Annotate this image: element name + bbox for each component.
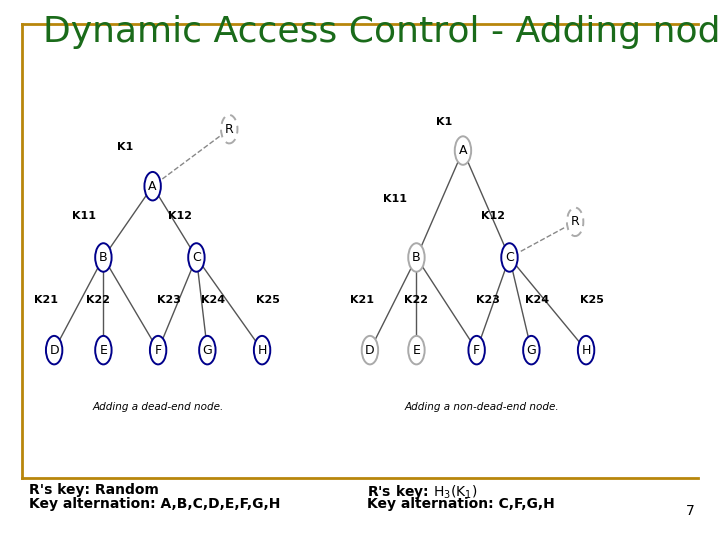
Ellipse shape bbox=[455, 136, 471, 165]
Text: A: A bbox=[459, 144, 467, 157]
Text: Key alternation: A,B,C,D,E,F,G,H: Key alternation: A,B,C,D,E,F,G,H bbox=[29, 497, 280, 511]
Text: K23: K23 bbox=[476, 295, 500, 305]
Text: F: F bbox=[473, 343, 480, 356]
Ellipse shape bbox=[408, 243, 425, 272]
Text: Adding a non-dead-end node.: Adding a non-dead-end node. bbox=[405, 402, 559, 412]
Text: F: F bbox=[155, 343, 162, 356]
Text: K25: K25 bbox=[580, 295, 603, 305]
Text: K11: K11 bbox=[382, 194, 407, 204]
Text: H: H bbox=[257, 343, 267, 356]
Text: E: E bbox=[99, 343, 107, 356]
Text: E: E bbox=[413, 343, 420, 356]
Ellipse shape bbox=[145, 172, 161, 200]
Ellipse shape bbox=[523, 336, 539, 364]
Text: H: H bbox=[581, 343, 591, 356]
Text: B: B bbox=[412, 251, 420, 264]
Text: R: R bbox=[571, 215, 580, 228]
Text: K11: K11 bbox=[72, 212, 96, 221]
Ellipse shape bbox=[150, 336, 166, 364]
Text: K12: K12 bbox=[481, 212, 505, 221]
Ellipse shape bbox=[188, 243, 204, 272]
Text: R's key: $\mathrm{H_3(K_1)}$: R's key: $\mathrm{H_3(K_1)}$ bbox=[367, 483, 478, 501]
Ellipse shape bbox=[578, 336, 594, 364]
Ellipse shape bbox=[469, 336, 485, 364]
Text: Adding a dead-end node.: Adding a dead-end node. bbox=[92, 402, 224, 412]
Text: Dynamic Access Control - Adding node: Dynamic Access Control - Adding node bbox=[43, 15, 720, 49]
Text: K25: K25 bbox=[256, 295, 279, 305]
Ellipse shape bbox=[408, 336, 425, 364]
Text: K24: K24 bbox=[201, 295, 225, 305]
Text: R's key: Random: R's key: Random bbox=[29, 483, 158, 497]
Ellipse shape bbox=[254, 336, 270, 364]
Text: K1: K1 bbox=[436, 117, 452, 127]
Ellipse shape bbox=[221, 115, 238, 144]
Ellipse shape bbox=[501, 243, 518, 272]
Text: K23: K23 bbox=[157, 295, 181, 305]
Text: K22: K22 bbox=[86, 295, 110, 305]
Text: G: G bbox=[202, 343, 212, 356]
Text: D: D bbox=[365, 343, 374, 356]
Text: C: C bbox=[505, 251, 514, 264]
Text: C: C bbox=[192, 251, 201, 264]
Ellipse shape bbox=[46, 336, 63, 364]
Text: Key alternation: C,F,G,H: Key alternation: C,F,G,H bbox=[367, 497, 555, 511]
Text: K21: K21 bbox=[350, 295, 374, 305]
Text: A: A bbox=[148, 180, 157, 193]
Text: K24: K24 bbox=[525, 295, 549, 305]
Ellipse shape bbox=[567, 207, 583, 236]
Ellipse shape bbox=[95, 336, 112, 364]
Ellipse shape bbox=[361, 336, 378, 364]
Ellipse shape bbox=[199, 336, 215, 364]
Text: K1: K1 bbox=[117, 142, 133, 152]
Text: K22: K22 bbox=[405, 295, 428, 305]
Text: K21: K21 bbox=[34, 295, 58, 305]
Text: K12: K12 bbox=[168, 212, 192, 221]
Text: 7: 7 bbox=[686, 504, 695, 518]
Ellipse shape bbox=[95, 243, 112, 272]
Text: B: B bbox=[99, 251, 108, 264]
Text: D: D bbox=[50, 343, 59, 356]
Text: R: R bbox=[225, 123, 233, 136]
Text: G: G bbox=[526, 343, 536, 356]
